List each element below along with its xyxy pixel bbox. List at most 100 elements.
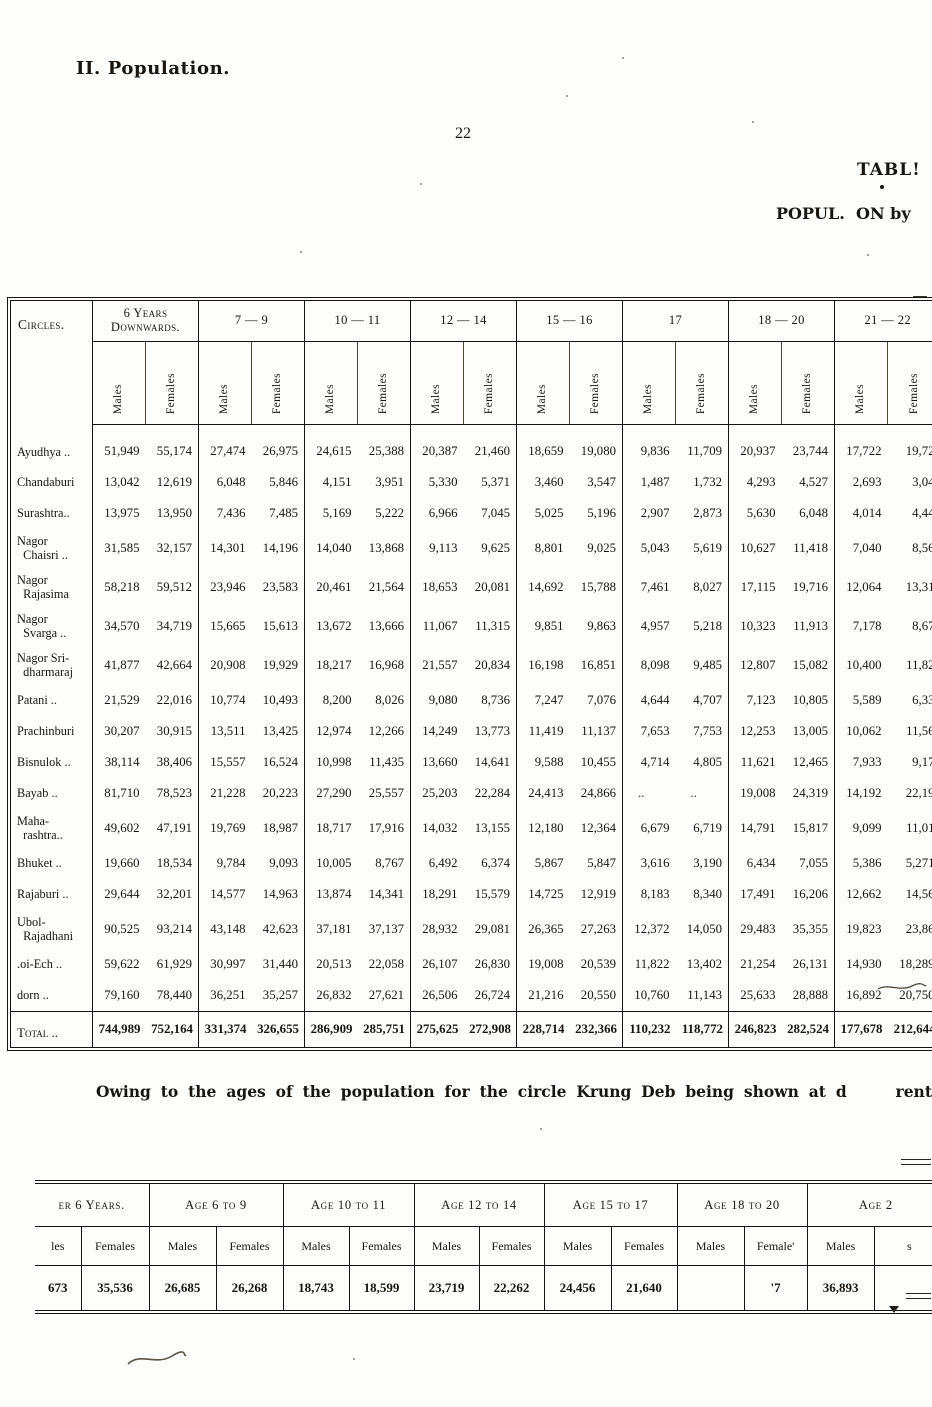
cell: 36,251: [198, 980, 252, 1012]
cell: 30,207: [92, 716, 146, 747]
cell: 26,365: [516, 910, 570, 949]
cell: 27,621: [368, 988, 404, 1002]
cell: 58,218: [92, 568, 146, 607]
krung-deb-age-table: er 6 Years. Age 6 to 9 Age 10 to 11 Age 12 …: [35, 1183, 932, 1311]
cell: 13,31: [905, 580, 932, 594]
cell: 43,148: [198, 910, 252, 949]
cell: 18,289: [899, 957, 932, 971]
cell: 55,174: [156, 444, 192, 458]
cell: 20,750: [899, 988, 932, 1002]
table-row: Ubol- Rajadhani 90,525 93,214 43,148 42,623 3…: [11, 910, 932, 949]
cell: 27,474: [198, 424, 252, 467]
rotated-label: Females: [801, 372, 814, 414]
col-group-21-22: 21 — 22: [834, 300, 932, 342]
cell: 9,851: [516, 607, 570, 646]
cell: 10,400: [834, 646, 888, 685]
table-row: Chandaburi 13,042 12,619 6,048 5,846 4,151 3,9…: [11, 467, 932, 498]
cell: 26,830: [474, 957, 510, 971]
cell: 21,228: [198, 778, 252, 809]
row-label: Patani ..: [17, 692, 57, 707]
cell: 18,653: [410, 568, 464, 607]
cell: 5,218: [693, 619, 722, 633]
total-cell: 752,164: [145, 1011, 199, 1048]
subheader-males: Males: [834, 341, 888, 425]
total-cell: 285,751: [357, 1011, 411, 1048]
cell: 20,834: [474, 658, 510, 672]
total-cell: 272,908: [463, 1011, 517, 1048]
table-row: Bayab .. 81,710 78,523 21,228 20,223 27,290 25…: [11, 778, 932, 809]
cell: 3,190: [693, 856, 722, 870]
subheader-males: Males: [676, 1226, 745, 1266]
cell: 4,644: [622, 685, 676, 716]
cell: 17,722: [834, 424, 888, 467]
scan-speck: [752, 121, 754, 123]
ink-dot: [880, 185, 884, 189]
cell: 5,196: [587, 506, 616, 520]
rotated-label: Males: [536, 383, 549, 414]
cell: 15,665: [198, 607, 252, 646]
cell: 78,523: [156, 786, 192, 800]
cell: 8,340: [693, 887, 722, 901]
row-label: .oi-Ech ..: [17, 956, 63, 971]
cell: 11,822: [622, 949, 676, 980]
cell: 14,930: [834, 949, 888, 980]
cell: 10,627: [728, 529, 782, 568]
total-cell: 275,625: [410, 1011, 464, 1048]
cell: 28,932: [410, 910, 464, 949]
col-group-18-20: 18 — 20: [728, 300, 835, 342]
total-cell: 232,366: [569, 1011, 623, 1048]
krung-deb-age-table-frame: er 6 Years. Age 6 to 9 Age 10 to 11 Age 12 …: [35, 1180, 932, 1314]
cell: 59,512: [156, 580, 192, 594]
row-label: Maha- rashtra..: [17, 814, 63, 842]
cell: 22,058: [368, 957, 404, 971]
cell: 7,753: [693, 724, 722, 738]
scan-speck: [300, 251, 302, 253]
cell: 18,987: [262, 821, 298, 835]
cell: 19,929: [262, 658, 298, 672]
cell: 19,823: [834, 910, 888, 949]
cell: 4,805: [693, 755, 722, 769]
cell: 6,966: [410, 498, 464, 529]
rotated-label: Males: [854, 383, 867, 414]
cell: 8,200: [304, 685, 358, 716]
rotated-label: Females: [271, 372, 284, 414]
cell: 8,801: [516, 529, 570, 568]
cell: 25,388: [368, 444, 404, 458]
cell: 14,641: [474, 755, 510, 769]
cell: 5,619: [693, 541, 722, 555]
cell: 14,725: [516, 879, 570, 910]
cell: 11,315: [475, 619, 510, 633]
cell: 6,679: [622, 809, 676, 848]
cell: 34,719: [156, 619, 192, 633]
age-group-header: Age 12 to 14: [413, 1183, 545, 1227]
page-number: 22: [455, 125, 471, 142]
cell: 12,064: [834, 568, 888, 607]
cell: 20,223: [262, 786, 298, 800]
cell: 38,406: [156, 755, 192, 769]
cell: 1,487: [622, 467, 676, 498]
cell: 16,524: [262, 755, 298, 769]
cell: 2,907: [622, 498, 676, 529]
rotated-label: Females: [907, 372, 920, 414]
cell: 14,249: [410, 716, 464, 747]
row-label: Nagor Svarga ..: [17, 612, 67, 640]
row-label: Ubol- Rajadhani: [17, 915, 74, 943]
cell: 23,583: [262, 580, 298, 594]
table-row: dorn .. 79,160 78,440 36,251 35,257 26,832 27,…: [11, 980, 932, 1012]
cell: 20,081: [474, 580, 510, 594]
age-group-header-row: er 6 Years. Age 6 to 9 Age 10 to 11 Age 12 …: [35, 1183, 932, 1227]
cell: 7,933: [834, 747, 888, 778]
total-label: Total ..: [10, 1011, 93, 1048]
subheader-females: Females: [80, 1226, 149, 1266]
cell: 11,067: [410, 607, 464, 646]
cell: 21,564: [368, 580, 404, 594]
scan-artifact-rule-fragment: [906, 1293, 931, 1299]
cell: 24,615: [304, 424, 358, 467]
cell: 21,460: [474, 444, 510, 458]
cell: 7,076: [587, 693, 616, 707]
cell: 22,016: [156, 693, 192, 707]
subheader-males: Males: [410, 341, 464, 425]
cell: 8,56: [912, 541, 932, 555]
cell: 21,557: [410, 646, 464, 685]
